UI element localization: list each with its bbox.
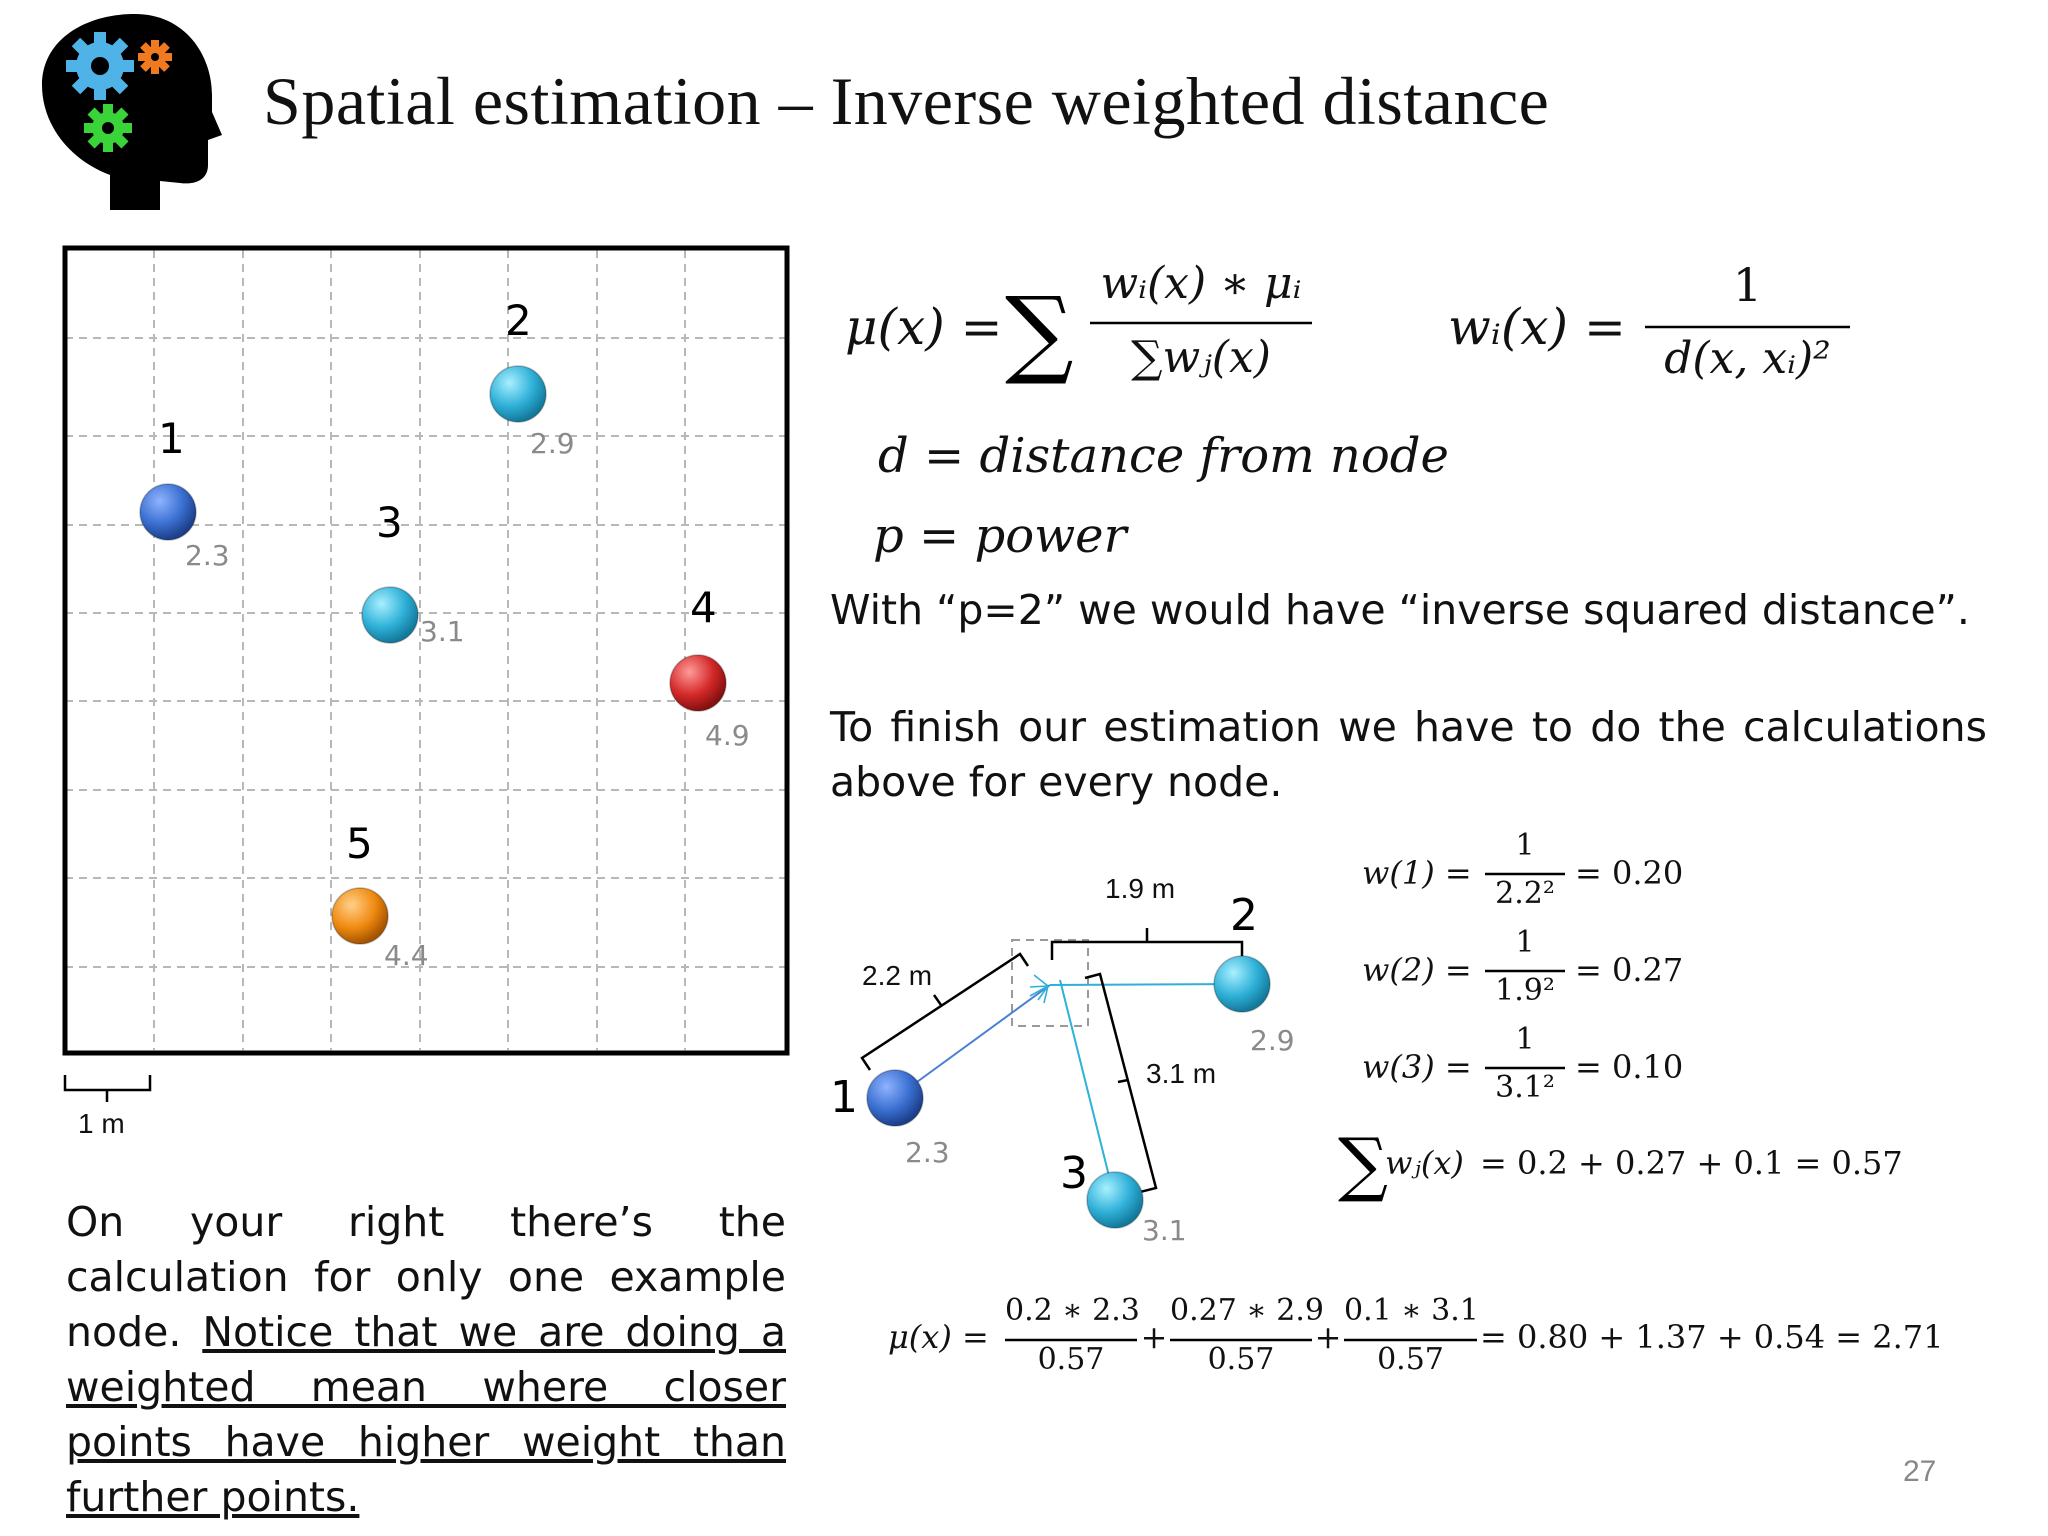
node-value-label: 3.1 <box>1142 1214 1187 1247</box>
mu-formula-lhs: μ(x) = <box>845 298 1003 356</box>
gear-icon <box>66 32 134 100</box>
distance-label-1: 2.2 m <box>862 960 933 991</box>
page-number: 27 <box>1903 1455 1937 1488</box>
weight-3-denominator: 3.1² <box>1495 1070 1555 1105</box>
bracket-3.1m <box>1084 972 1158 1194</box>
final-term-1-denominator: 0.57 <box>1037 1342 1105 1377</box>
explanation-plain: On your right there’s the calculation fo… <box>66 1198 786 1356</box>
grid-nodes: 12.322.933.1 44.954.4 <box>139 296 750 972</box>
explanation-underlined: Notice that we are doing a weighted mean… <box>66 1308 786 1521</box>
node-value-label: 3.1 <box>420 615 465 648</box>
link-3 <box>1059 979 1116 1201</box>
arrow-star <box>1029 974 1049 1004</box>
node-id-label: 2 <box>1230 890 1258 941</box>
node-sphere <box>669 654 727 712</box>
node-value-label: 2.3 <box>185 539 230 572</box>
weight-1-denominator: 2.2² <box>1495 876 1555 911</box>
node-value-label: 4.4 <box>384 939 429 972</box>
node-id-label: 3 <box>1060 1148 1088 1199</box>
link-2 <box>1049 983 1243 986</box>
node-id-label: 3 <box>376 498 403 547</box>
mu-formula-denominator: ∑wⱼ(x) <box>1131 332 1271 383</box>
finish-note: To finish our estimation we have to do t… <box>830 703 1987 806</box>
bracket-1.9m <box>1050 928 1244 960</box>
inverse-squared-note: With “p=2” we would have “inverse square… <box>830 586 1970 634</box>
example-diagram: 12.322.933.1 <box>830 890 1295 1247</box>
grid-node-1: 12.3 <box>139 414 230 572</box>
node-sphere <box>866 1069 924 1127</box>
sum-symbol: ∑ <box>1338 1123 1388 1205</box>
fraction-bars <box>1005 321 1850 1342</box>
node-sphere <box>1213 955 1271 1013</box>
d-definition: d = distance from node <box>878 428 1449 484</box>
node-sphere <box>361 586 419 644</box>
sum-weights-rhs: = 0.2 + 0.27 + 0.1 = 0.57 <box>1480 1144 1903 1182</box>
node-value-label: 2.9 <box>1250 1024 1295 1057</box>
w-formula-numerator: 1 <box>1732 258 1763 312</box>
example-node-1: 12.3 <box>830 1069 950 1169</box>
distance-label-3: 3.1 m <box>1146 1058 1217 1089</box>
grid-node-4: 44.9 <box>669 583 750 752</box>
example-node-2: 22.9 <box>1213 890 1295 1057</box>
weight-2-denominator: 1.9² <box>1495 973 1555 1008</box>
node-value-label: 4.9 <box>705 719 750 752</box>
head-silhouette <box>42 14 222 210</box>
w-formula-denominator: d(x, xᵢ)² <box>1664 333 1831 384</box>
final-term-1-numerator: 0.2 ∗ 2.3 <box>1005 1293 1140 1328</box>
target-node-box <box>1011 939 1089 1027</box>
node-id-label: 4 <box>690 583 717 632</box>
weight-1-numerator: 1 <box>1515 828 1535 863</box>
node-sphere <box>139 483 197 541</box>
node-value-label: 2.3 <box>905 1136 950 1169</box>
weight-2-lhs: w(2) = <box>1362 951 1472 989</box>
weight-1-result: = 0.20 <box>1575 854 1684 892</box>
sum-weights-lhs: wⱼ(x) <box>1385 1144 1464 1182</box>
final-result: = 0.80 + 1.37 + 0.54 = 2.71 <box>1480 1318 1944 1356</box>
node-sphere <box>331 887 389 945</box>
p-definition: p = power <box>873 508 1127 564</box>
final-lhs: μ(x) = <box>888 1318 989 1356</box>
final-term-3-numerator: 0.1 ∗ 3.1 <box>1344 1293 1479 1328</box>
bracket-2.2m <box>860 952 1030 1071</box>
weight-3-numerator: 1 <box>1515 1022 1535 1057</box>
distance-label-2: 1.9 m <box>1105 873 1176 904</box>
node-id-label: 1 <box>830 1072 858 1123</box>
gear-icon <box>138 40 172 74</box>
final-term-2-denominator: 0.57 <box>1207 1342 1275 1377</box>
explanation-text: On your right there’s the calculation fo… <box>66 1195 786 1525</box>
node-value-label: 2.9 <box>530 427 575 460</box>
example-node-3: 33.1 <box>1060 1148 1187 1247</box>
scale-bracket <box>63 1075 152 1102</box>
mu-formula-numerator: wᵢ(x) ∗ μᵢ <box>1100 258 1302 309</box>
scale-label: 1 m <box>78 1108 125 1139</box>
page-title: Spatial estimation – Inverse weighted di… <box>263 63 1550 139</box>
final-plus-1: + <box>1140 1318 1168 1356</box>
final-plus-2: + <box>1314 1318 1342 1356</box>
grid-node-3: 33.1 <box>361 498 465 648</box>
grid-node-2: 22.9 <box>489 296 575 460</box>
node-sphere <box>489 365 547 423</box>
link-1 <box>894 984 1051 1099</box>
node-id-label: 5 <box>346 819 373 868</box>
weight-3-result: = 0.10 <box>1575 1048 1684 1086</box>
node-sphere <box>1086 1171 1144 1229</box>
weight-1-lhs: w(1) = <box>1362 854 1472 892</box>
weight-3-lhs: w(3) = <box>1362 1048 1472 1086</box>
weight-2-numerator: 1 <box>1515 925 1535 960</box>
grid-node-5: 54.4 <box>331 819 429 972</box>
node-id-label: 2 <box>505 296 532 345</box>
node-id-label: 1 <box>158 414 185 463</box>
sum-symbol: ∑ <box>1005 276 1074 388</box>
w-formula-lhs: wᵢ(x) = <box>1448 298 1626 356</box>
gear-icon <box>84 104 132 152</box>
final-term-3-denominator: 0.57 <box>1377 1342 1444 1377</box>
final-term-2-numerator: 0.27 ∗ 2.9 <box>1170 1293 1324 1328</box>
weight-2-result: = 0.27 <box>1575 951 1684 989</box>
